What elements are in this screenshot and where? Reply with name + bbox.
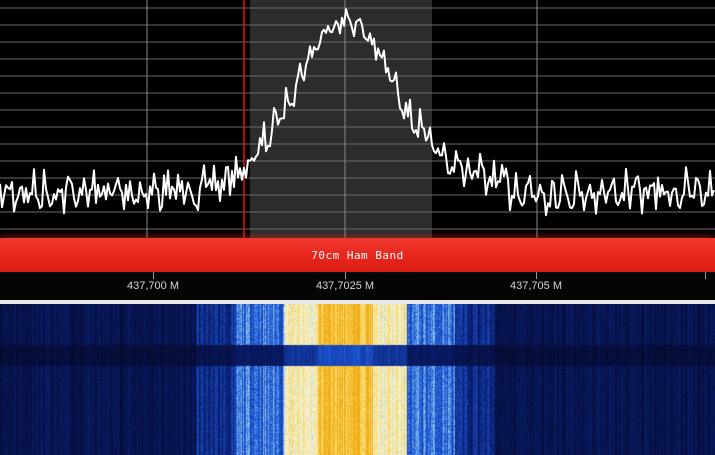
waterfall-display[interactable] — [0, 304, 715, 455]
band-label: 70cm Ham Band — [311, 249, 404, 262]
frequency-tick — [345, 272, 346, 279]
spectrum-trace — [0, 8, 715, 217]
spectrum-plot[interactable] — [0, 0, 715, 240]
frequency-tick — [153, 272, 154, 279]
waterfall-divider — [0, 300, 715, 304]
band-plan-bar: 70cm Ham Band — [0, 238, 715, 272]
frequency-label-low: 437,700 M — [127, 280, 179, 292]
frequency-label-center: 437,7025 M — [315, 280, 375, 292]
frequency-axis[interactable]: 437,700 M 437,7025 M 437,705 M — [0, 272, 715, 300]
frequency-label-high: 437,705 M — [510, 280, 562, 292]
frequency-tick — [536, 272, 537, 279]
frequency-tick — [705, 272, 706, 279]
